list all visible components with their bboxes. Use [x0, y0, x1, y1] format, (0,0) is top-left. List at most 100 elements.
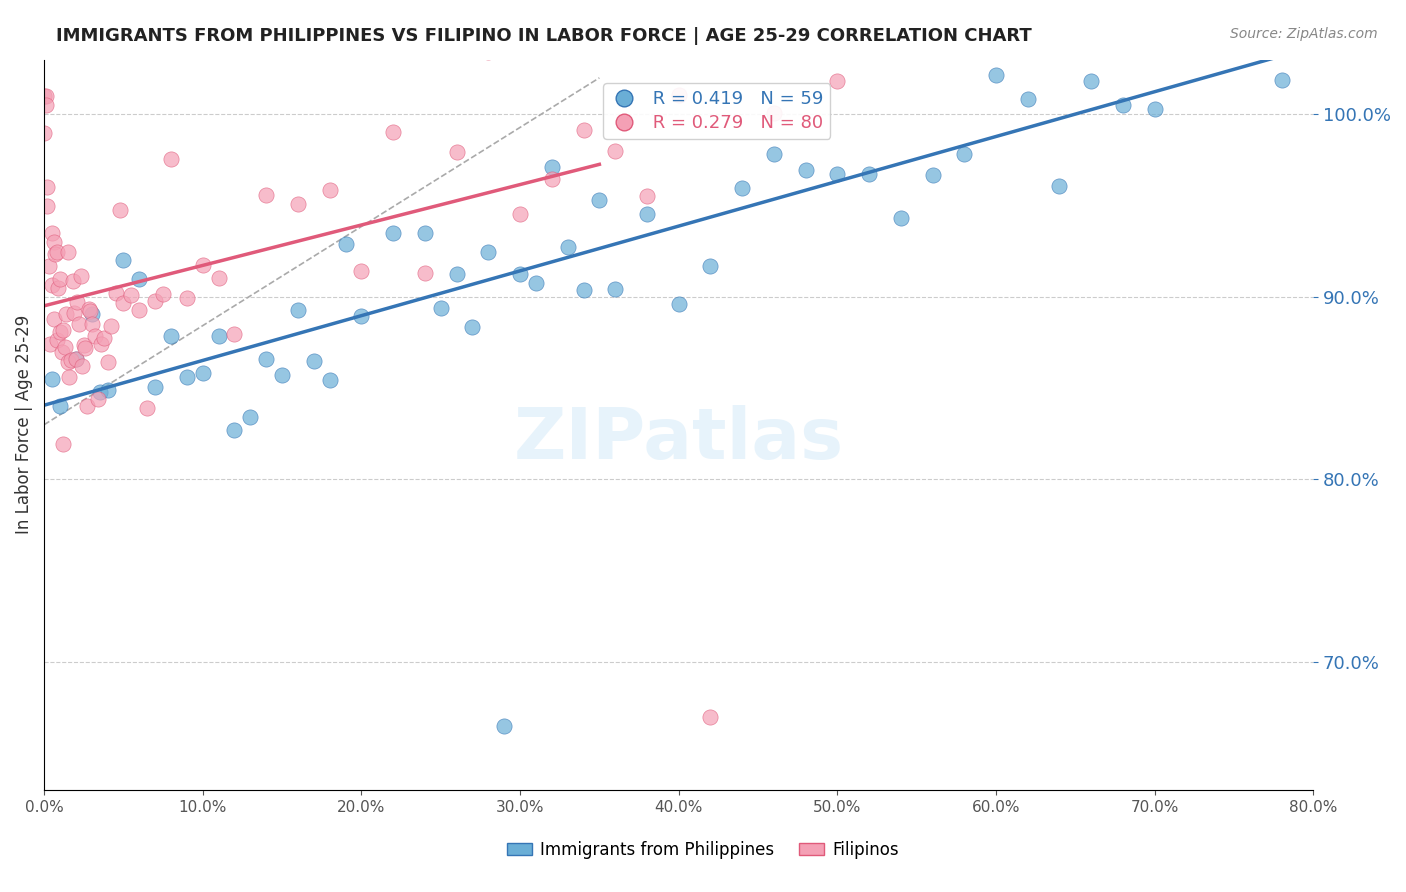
- Point: [239, 409, 262, 424]
- Legend:  R = 0.419   N = 59,  R = 0.279   N = 80: R = 0.419 N = 59, R = 0.279 N = 80: [603, 83, 830, 139]
- Point: [207, 270, 229, 285]
- Point: [477, 245, 499, 260]
- Point: [136, 401, 159, 416]
- Point: [128, 271, 150, 285]
- Point: [461, 319, 484, 334]
- Point: [446, 145, 468, 160]
- Point: [49, 271, 72, 285]
- Point: [87, 392, 110, 407]
- Point: [52, 437, 75, 451]
- Point: [494, 719, 516, 733]
- Point: [41, 372, 63, 386]
- Point: [176, 291, 198, 305]
- Point: [382, 125, 405, 139]
- Point: [382, 226, 405, 240]
- Point: [827, 168, 849, 182]
- Point: [731, 42, 754, 56]
- Point: [429, 301, 451, 315]
- Point: [1175, 34, 1198, 48]
- Point: [858, 37, 880, 51]
- Point: [60, 352, 83, 367]
- Point: [100, 318, 122, 333]
- Point: [70, 359, 93, 374]
- Point: [1049, 178, 1071, 193]
- Point: [1080, 74, 1102, 88]
- Point: [271, 368, 294, 383]
- Point: [524, 277, 547, 291]
- Point: [44, 247, 66, 261]
- Point: [509, 207, 531, 221]
- Point: [176, 370, 198, 384]
- Point: [762, 106, 785, 120]
- Point: [287, 302, 309, 317]
- Point: [56, 245, 79, 260]
- Point: [93, 331, 115, 345]
- Point: [509, 267, 531, 281]
- Point: [668, 297, 690, 311]
- Point: [254, 187, 277, 202]
- Point: [75, 341, 97, 355]
- Point: [52, 323, 75, 337]
- Point: [55, 308, 77, 322]
- Point: [191, 366, 214, 380]
- Point: [636, 207, 658, 221]
- Point: [104, 286, 127, 301]
- Point: [45, 245, 67, 260]
- Point: [890, 211, 912, 226]
- Point: [143, 380, 166, 394]
- Point: [67, 317, 90, 331]
- Point: [1143, 102, 1166, 116]
- Point: [953, 146, 976, 161]
- Point: [446, 267, 468, 281]
- Point: [827, 74, 849, 88]
- Point: [41, 226, 63, 240]
- Point: [77, 302, 100, 317]
- Point: [731, 180, 754, 194]
- Point: [1017, 92, 1039, 106]
- Point: [51, 345, 73, 359]
- Point: [224, 423, 246, 437]
- Point: [540, 172, 562, 186]
- Point: [152, 286, 174, 301]
- Point: [73, 338, 96, 352]
- Point: [605, 282, 627, 296]
- Point: [557, 240, 579, 254]
- Point: [477, 45, 499, 60]
- Point: [588, 193, 610, 207]
- Point: [90, 336, 112, 351]
- Point: [112, 253, 135, 268]
- Point: [572, 284, 595, 298]
- Point: [1112, 97, 1135, 112]
- Point: [636, 189, 658, 203]
- Point: [69, 268, 91, 283]
- Point: [39, 337, 62, 351]
- Point: [350, 263, 373, 277]
- Point: [540, 160, 562, 174]
- Point: [762, 146, 785, 161]
- Point: [35, 89, 58, 103]
- Point: [97, 355, 120, 369]
- Point: [302, 354, 325, 368]
- Point: [1302, 39, 1324, 54]
- Point: [287, 197, 309, 211]
- Point: [83, 329, 105, 343]
- Point: [858, 167, 880, 181]
- Point: [35, 98, 58, 112]
- Point: [89, 385, 111, 400]
- Point: [32, 89, 55, 103]
- Point: [42, 235, 65, 249]
- Point: [37, 199, 59, 213]
- Point: [32, 126, 55, 140]
- Point: [1239, 1, 1261, 15]
- Point: [318, 373, 340, 387]
- Point: [80, 307, 103, 321]
- Point: [413, 266, 436, 280]
- Point: [112, 295, 135, 310]
- Point: [97, 383, 120, 397]
- Point: [42, 312, 65, 326]
- Point: [41, 277, 63, 292]
- Point: [37, 180, 59, 194]
- Point: [110, 202, 132, 217]
- Point: [572, 123, 595, 137]
- Point: [699, 260, 721, 274]
